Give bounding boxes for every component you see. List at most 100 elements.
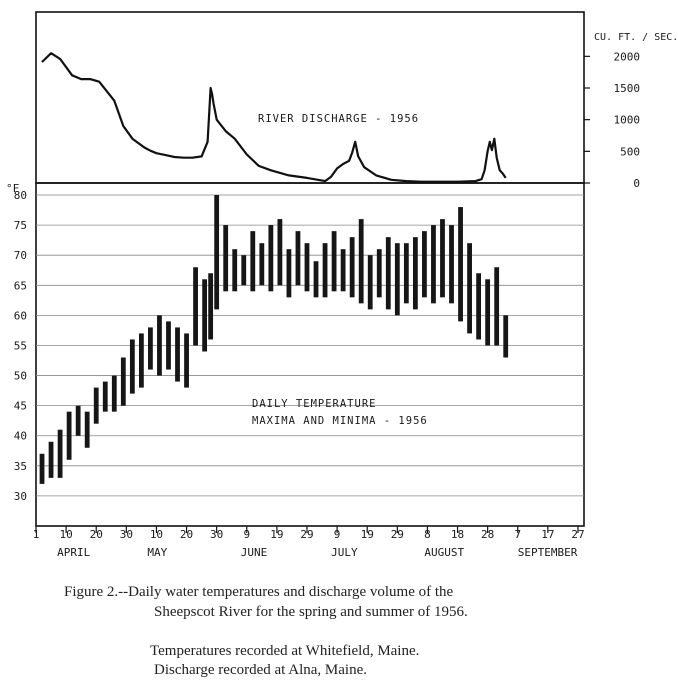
temperature-range-bar: [39, 453, 45, 484]
temperature-range-bar: [259, 243, 265, 286]
temperature-range-bar: [476, 273, 482, 340]
month-label: JULY: [331, 546, 358, 559]
temperature-range-bar: [138, 333, 144, 388]
temperature-range-bar: [376, 249, 382, 298]
temperature-range-bar: [157, 315, 162, 376]
temperature-range-bar: [223, 225, 229, 292]
x-tick-label: 30: [210, 528, 223, 541]
temperature-y-tick-label: 60: [14, 309, 27, 322]
discharge-chart: 2000 1500 1000 500 0 CU. FT. / SEC. RIVER DI…: [35, 11, 678, 190]
temperature-range-bar: [295, 231, 301, 286]
discharge-y-tick-label: 500: [620, 145, 640, 158]
x-tick-label: 9: [243, 528, 250, 541]
x-tick-label: 19: [270, 528, 283, 541]
temperature-y-tick-label: 70: [14, 249, 27, 262]
temperature-range-bar: [214, 195, 220, 310]
temperature-range-bar: [331, 231, 337, 292]
x-tick-label: 8: [424, 528, 431, 541]
temperature-range-bar: [120, 357, 126, 406]
x-tick-label: 10: [59, 528, 72, 541]
temperature-range-bar: [111, 375, 117, 412]
temperature-range-bar: [48, 441, 54, 478]
figure: 2000 1500 1000 500 0 CU. FT. / SEC. RIVER DI…: [6, 11, 678, 559]
temperature-range-bar: [494, 267, 500, 346]
temperature-range-bar: [57, 429, 63, 478]
temperature-range-bar: [129, 339, 135, 394]
discharge-y-tick-label: 1000: [614, 114, 641, 127]
discharge-title: RIVER DISCHARGE - 1956: [258, 113, 419, 125]
x-tick-label: 20: [90, 528, 103, 541]
temperature-annotation-line2: MAXIMA AND MINIMA - 1956: [252, 415, 428, 427]
x-tick-label: 29: [300, 528, 313, 541]
temperature-range-bar: [412, 237, 418, 310]
discharge-y-tick-label: 2000: [614, 50, 641, 63]
caption-line-3: Temperatures recorded at Whitefield, Mai…: [150, 643, 420, 659]
month-label: JUNE: [241, 546, 268, 559]
x-tick-label: 19: [361, 528, 374, 541]
temperature-range-bar: [485, 279, 491, 346]
month-label: APRIL: [57, 546, 90, 559]
temperature-range-bar: [232, 249, 238, 292]
temperature-range-bar: [166, 321, 171, 370]
discharge-plot-frame: [35, 11, 585, 184]
temperature-range-bar: [304, 243, 310, 292]
temperature-range-bar: [286, 249, 292, 298]
caption-line-4: Discharge recorded at Alna, Maine.: [154, 662, 367, 678]
temperature-range-bar: [93, 387, 99, 424]
temperature-y-tick-label: 65: [14, 279, 27, 292]
month-label: MAY: [147, 546, 167, 559]
x-tick-label: 27: [571, 528, 584, 541]
x-tick-label: 10: [150, 528, 163, 541]
discharge-series-line: [41, 52, 507, 183]
temperature-y-tick-label: 45: [14, 400, 27, 413]
discharge-y-tick-label: 1500: [614, 82, 641, 95]
month-label: SEPTEMBER: [518, 546, 578, 559]
temperature-unit-label: °F: [6, 182, 19, 195]
temperature-range-bar: [467, 243, 472, 334]
temperature-plot-frame: [35, 182, 585, 527]
temperature-range-bar: [241, 255, 247, 286]
temperature-range-bar: [313, 261, 319, 298]
x-tick-label: 28: [481, 528, 494, 541]
temperature-range-bar: [403, 243, 409, 304]
temperature-range-bar: [440, 219, 445, 298]
temperature-range-bar: [148, 327, 153, 370]
temperature-range-bar: [367, 255, 373, 310]
temperature-y-tick-label: 40: [14, 430, 27, 443]
temperature-range-bar: [84, 411, 90, 448]
discharge-y-axis: 2000 1500 1000 500 0: [584, 50, 640, 190]
caption-line-2: Sheepscot River for the spring and summe…: [154, 604, 468, 620]
month-label: AUGUST: [424, 546, 464, 559]
temperature-range-bar: [349, 237, 355, 298]
temperature-annotation-line1: DAILY TEMPERATURE: [252, 398, 376, 410]
temperature-range-bar: [184, 333, 189, 388]
temperature-range-bar: [102, 381, 108, 412]
temperature-y-tick-label: 80: [14, 189, 27, 202]
temperature-range-bars: [39, 195, 509, 484]
x-axis: 1 10 20 30 10 20 30 9 19 29 9 19 29 8 18 28 7 17 27: [33, 526, 585, 541]
temperature-range-bar: [322, 243, 328, 298]
x-tick-label: 7: [514, 528, 521, 541]
temperature-y-tick-label: 50: [14, 370, 27, 383]
discharge-unit-label: CU. FT. / SEC.: [594, 32, 678, 43]
temperature-range-bar: [422, 231, 427, 298]
temperature-range-bar: [458, 207, 463, 322]
temperature-range-bar: [358, 219, 364, 304]
temperature-gridlines: [36, 194, 584, 497]
x-tick-label: 1: [33, 528, 40, 541]
temperature-y-tick-label: 75: [14, 219, 27, 232]
temperature-range-bar: [277, 219, 283, 286]
x-tick-label: 30: [120, 528, 133, 541]
temperature-range-bar: [193, 267, 198, 346]
x-tick-label: 20: [180, 528, 193, 541]
temperature-y-tick-label: 35: [14, 460, 27, 473]
temperature-range-bar: [449, 225, 454, 304]
caption-line-1: Figure 2.--Daily water temperatures and …: [64, 584, 454, 600]
temperature-y-axis: 80 75 70 65 60 55 50 45 40 35 30: [14, 189, 27, 503]
temperature-range-bar: [66, 411, 72, 460]
temperature-range-bar: [268, 225, 274, 292]
temperature-range-bar: [202, 279, 208, 352]
temperature-range-bar: [431, 225, 436, 304]
temperature-chart: 80 75 70 65 60 55 50 45 40 35 30 °F DAILY TEMPERAT…: [6, 182, 585, 559]
x-tick-label: 17: [541, 528, 554, 541]
